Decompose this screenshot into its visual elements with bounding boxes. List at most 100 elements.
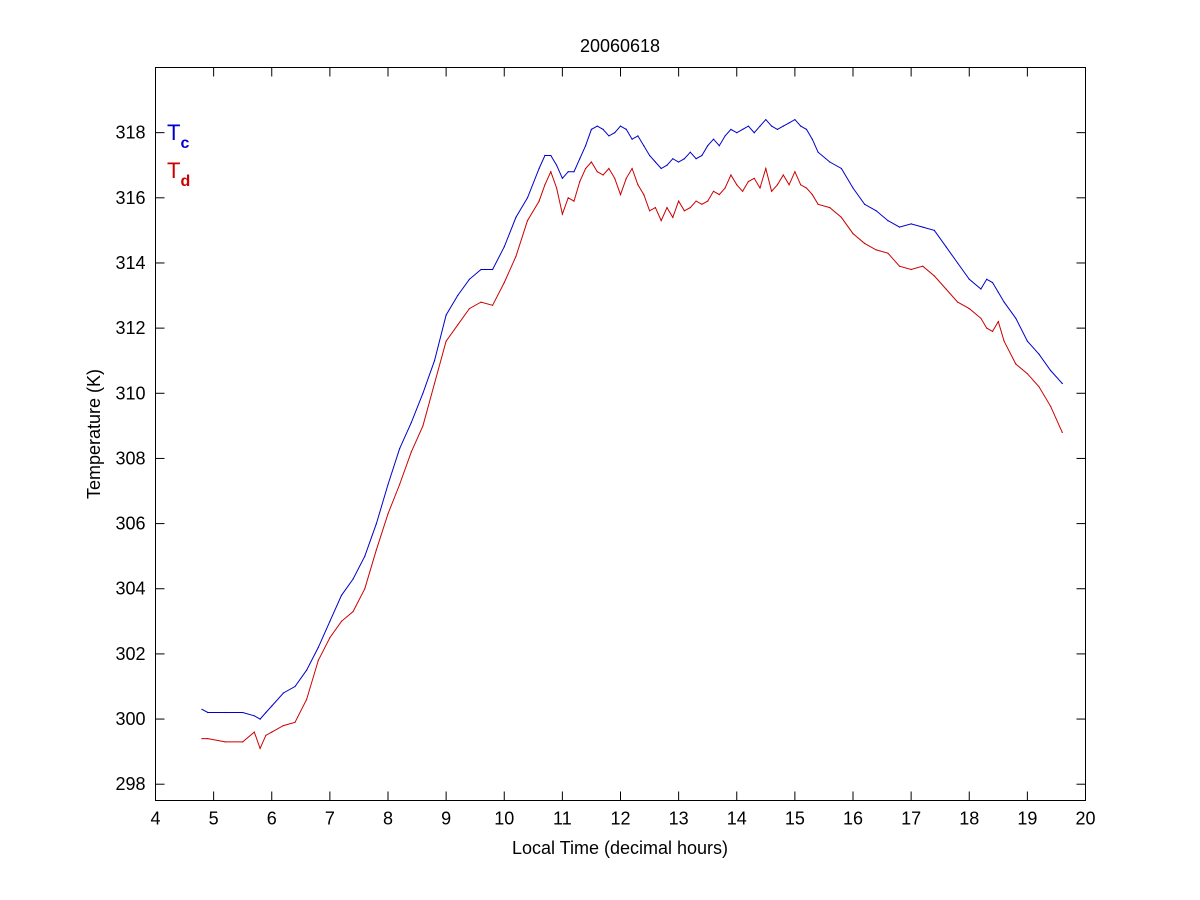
data-point bbox=[968, 278, 970, 280]
data-point bbox=[730, 128, 732, 130]
data-point bbox=[933, 229, 936, 231]
data-point bbox=[352, 578, 354, 580]
data-point bbox=[590, 161, 593, 163]
data-point bbox=[317, 646, 319, 649]
data-point bbox=[864, 242, 866, 244]
data-point bbox=[986, 327, 988, 329]
data-point bbox=[201, 738, 203, 740]
data-point bbox=[294, 685, 296, 688]
data-point bbox=[364, 555, 366, 557]
data-point bbox=[724, 135, 726, 137]
data-point bbox=[538, 200, 540, 202]
data-point bbox=[590, 128, 593, 130]
data-point bbox=[579, 158, 581, 160]
data-point bbox=[492, 304, 494, 306]
data-point bbox=[771, 190, 773, 192]
data-point bbox=[1038, 386, 1040, 388]
data-point bbox=[468, 308, 470, 310]
data-point bbox=[410, 451, 412, 453]
data-point bbox=[683, 158, 686, 160]
data-point bbox=[224, 741, 226, 743]
data-point bbox=[526, 197, 529, 199]
data-point bbox=[614, 177, 616, 179]
data-point bbox=[945, 288, 947, 290]
data-point bbox=[422, 425, 424, 427]
x-tick-label: 14 bbox=[727, 809, 747, 829]
data-point bbox=[666, 164, 668, 166]
data-point bbox=[759, 125, 761, 127]
x-tick-label: 12 bbox=[610, 809, 630, 829]
data-point bbox=[480, 301, 482, 303]
data-point bbox=[701, 154, 703, 157]
data-point bbox=[864, 203, 866, 205]
x-tick-label: 13 bbox=[669, 809, 689, 829]
data-point bbox=[765, 119, 767, 121]
data-point bbox=[399, 483, 401, 486]
y-tick-label: 308 bbox=[115, 448, 145, 468]
legend-entry-main: T bbox=[167, 158, 180, 183]
plot-area-frame bbox=[155, 67, 1086, 801]
data-point bbox=[695, 158, 697, 160]
data-point bbox=[561, 177, 564, 179]
data-point bbox=[1015, 317, 1017, 319]
data-point bbox=[800, 184, 802, 186]
data-point bbox=[742, 190, 744, 192]
data-point bbox=[991, 330, 994, 332]
data-point bbox=[788, 122, 790, 124]
data-point bbox=[573, 171, 575, 173]
x-tick-label: 7 bbox=[325, 809, 335, 829]
data-point bbox=[253, 731, 255, 733]
data-point bbox=[375, 549, 377, 551]
data-point bbox=[991, 281, 994, 284]
legend-entry: Td bbox=[167, 158, 190, 190]
data-point bbox=[1026, 340, 1028, 342]
data-point bbox=[631, 138, 633, 140]
data-point bbox=[654, 207, 657, 209]
data-point bbox=[643, 194, 645, 196]
data-point bbox=[526, 220, 529, 222]
data-point bbox=[794, 171, 796, 173]
data-point bbox=[997, 321, 999, 323]
data-point bbox=[660, 167, 662, 170]
data-point bbox=[829, 207, 831, 209]
data-point bbox=[712, 138, 715, 140]
legend-entry-subscript: c bbox=[180, 135, 189, 152]
data-point bbox=[957, 262, 959, 264]
data-point bbox=[242, 741, 244, 743]
data-point bbox=[259, 718, 261, 720]
data-point bbox=[649, 154, 651, 157]
data-point bbox=[433, 382, 436, 385]
data-point bbox=[1015, 363, 1017, 365]
y-tick-label: 316 bbox=[115, 188, 145, 208]
x-tick-label: 15 bbox=[785, 809, 805, 829]
data-point bbox=[579, 180, 581, 183]
data-point bbox=[207, 738, 209, 740]
legend-entry-main: T bbox=[167, 120, 180, 145]
data-point bbox=[689, 207, 691, 209]
data-point bbox=[445, 340, 447, 342]
data-point bbox=[887, 252, 889, 254]
data-point bbox=[1050, 369, 1052, 372]
y-tick-label: 312 bbox=[115, 318, 145, 338]
data-point bbox=[433, 360, 436, 362]
data-point bbox=[1061, 431, 1063, 433]
x-tick-label: 11 bbox=[553, 809, 572, 829]
series-0 bbox=[201, 118, 1063, 720]
data-point bbox=[852, 233, 854, 235]
x-tick-label: 17 bbox=[901, 809, 921, 829]
data-point bbox=[707, 145, 709, 147]
data-point bbox=[800, 125, 802, 127]
data-point bbox=[259, 747, 261, 750]
data-point bbox=[608, 167, 610, 170]
data-point bbox=[457, 294, 459, 297]
data-point bbox=[933, 275, 936, 277]
data-point bbox=[515, 216, 517, 218]
data-point bbox=[515, 255, 517, 258]
data-point bbox=[544, 154, 546, 157]
data-point bbox=[718, 194, 720, 196]
legend-entry-subscript: d bbox=[180, 173, 190, 190]
data-point bbox=[556, 187, 558, 189]
data-point bbox=[997, 291, 999, 293]
data-point bbox=[282, 692, 284, 694]
data-point bbox=[544, 184, 546, 186]
